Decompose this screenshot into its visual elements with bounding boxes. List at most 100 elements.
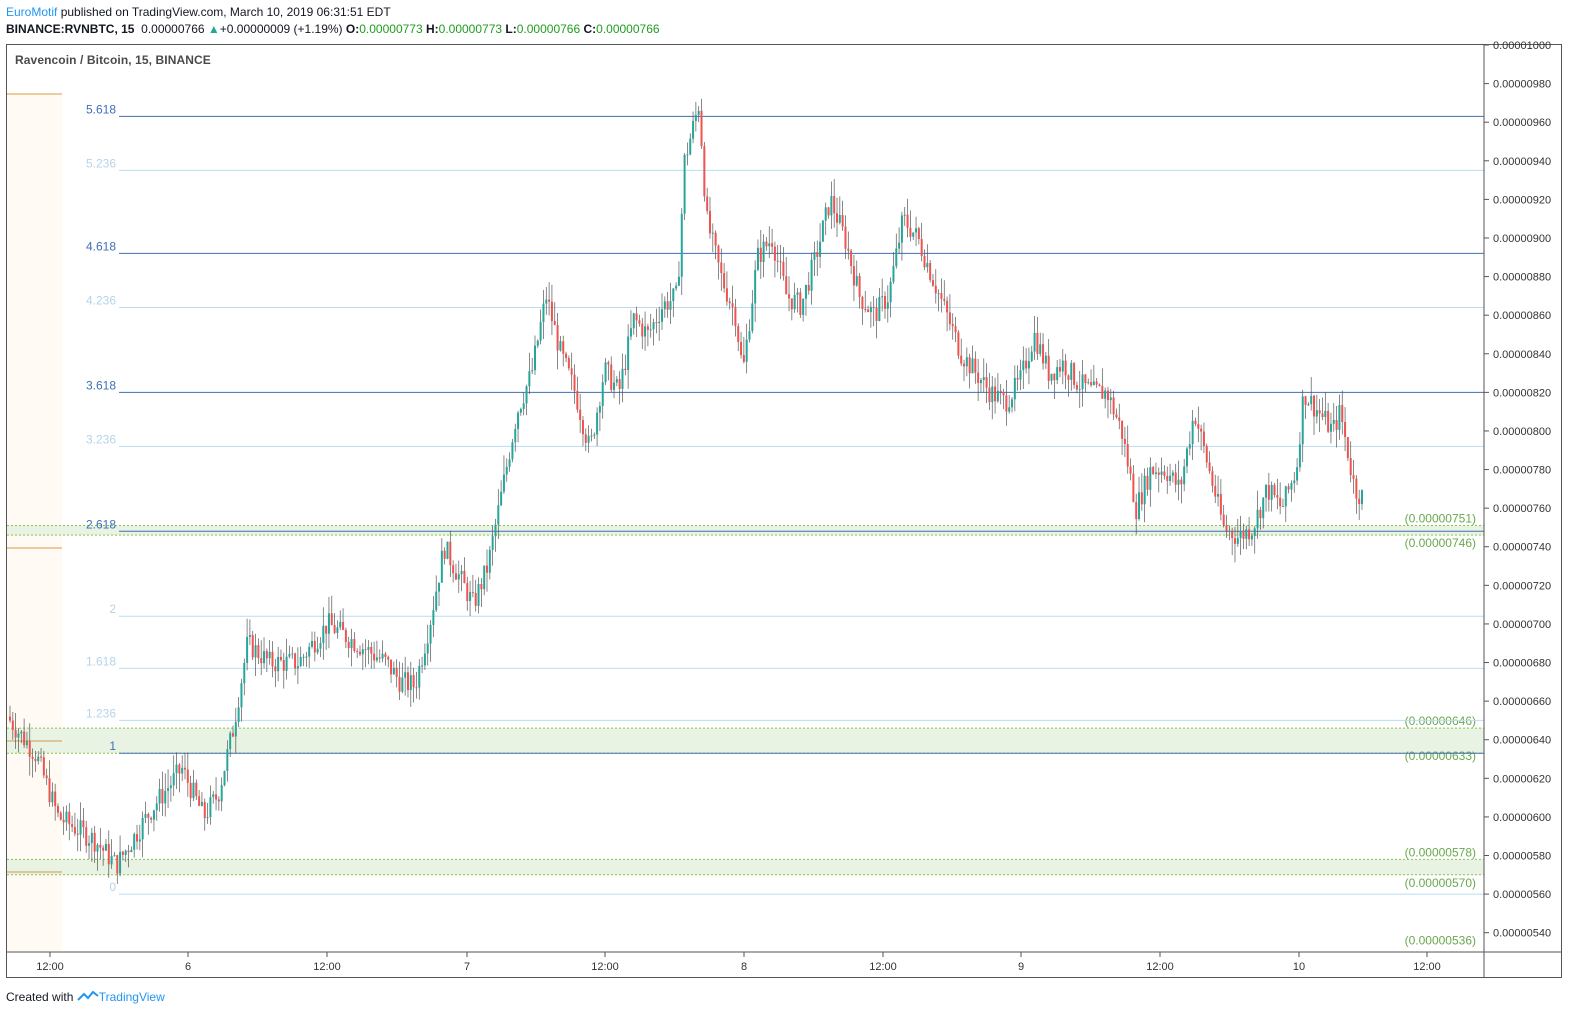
candle-up [20,731,23,734]
price-tick-label: 0.00000740 [1493,542,1551,554]
candle-down [948,312,951,325]
candle-up [113,855,116,857]
time-tick-label: 12:00 [1146,961,1174,973]
candle-up [90,832,93,844]
candle-up [1056,367,1059,381]
candle-up [748,331,751,340]
candle-down [48,778,51,803]
candle-up [381,653,384,659]
candle-down [703,146,706,197]
chart-header: EuroMotif published on TradingView.com, … [6,4,660,38]
candle-up [1186,448,1189,467]
candle-down [827,207,830,216]
candle-up [621,368,624,389]
candle-down [347,641,350,649]
candle-up [138,839,141,842]
candle-down [836,213,839,223]
candle-down [624,368,627,371]
candle-up [124,850,127,856]
candle-down [974,358,977,373]
candle-up [601,382,604,407]
candle-up [350,638,353,649]
candle-up [435,591,438,611]
candle-down [994,386,997,402]
candle-down [960,355,963,364]
candle-up [821,220,824,242]
candle-up [663,301,666,310]
candle-down [1135,502,1138,520]
candle-down [700,110,703,147]
candle-down [852,266,855,286]
candle-up [181,767,184,774]
candle-up [900,215,903,243]
candle-down [861,296,864,309]
candle-down [186,769,189,783]
candle-up [539,322,542,341]
candle-up [1270,484,1273,500]
candle-down [342,621,345,630]
candle-up [79,820,82,835]
created-with-text: Created with [6,990,74,1004]
price-tick-label: 0.00000720 [1493,580,1551,592]
candle-up [460,570,463,575]
candle-up [361,649,364,655]
candle-down [790,298,793,310]
candle-up [531,370,534,372]
footer: Created with TradingView [6,990,165,1004]
candle-down [1166,475,1169,481]
candle-up [1228,530,1231,532]
candle-down [765,241,768,247]
candle-down [1095,381,1098,385]
open-label: O: [345,22,360,36]
candle-down [73,826,76,834]
candle-down [1219,493,1222,515]
candle-up [598,406,601,413]
time-tick-label: 6 [185,961,191,973]
candle-down [480,584,483,590]
candle-down [31,756,34,759]
candle-down [909,227,912,237]
candle-up [542,303,545,323]
candle-down [731,303,734,307]
candle-down [1276,495,1279,498]
candle-down [474,592,477,606]
candle-up [339,621,342,628]
tradingview-logo-icon [77,990,99,1001]
candle-down [584,434,587,443]
candle-up [1081,374,1084,390]
candle-up [1329,423,1332,432]
candle-up [1284,486,1287,507]
candle-up [319,642,322,649]
candle-down [1259,509,1262,519]
tradingview-brand[interactable]: TradingView [98,990,165,1004]
candle-up [206,817,209,819]
price-tick-label: 0.00000620 [1493,773,1551,785]
candle-up [528,371,531,387]
candle-down [257,645,260,658]
candle-up [754,269,757,304]
zone-band [7,859,1484,875]
chart-frame[interactable] [6,44,1562,978]
candle-up [502,474,505,492]
candle-up [652,322,655,330]
candle-down [646,326,649,330]
candle-up [1332,419,1335,424]
high-value: 0.00000773 [438,22,503,36]
candle-down [759,247,762,263]
author-link[interactable]: EuroMotif [6,5,58,19]
candle-up [615,379,618,383]
candle-up [1253,528,1256,536]
candle-down [395,667,398,677]
candle-up [596,412,599,435]
candle-down [858,275,861,297]
candle-up [494,524,497,537]
candle-down [68,811,71,825]
price-tick-label: 0.00001000 [1493,40,1551,52]
candle-up [169,785,172,789]
candle-up [590,435,593,437]
candle-up [497,505,500,525]
candle-up [110,855,113,865]
candle-down [1344,421,1347,438]
candle-up [979,380,982,384]
